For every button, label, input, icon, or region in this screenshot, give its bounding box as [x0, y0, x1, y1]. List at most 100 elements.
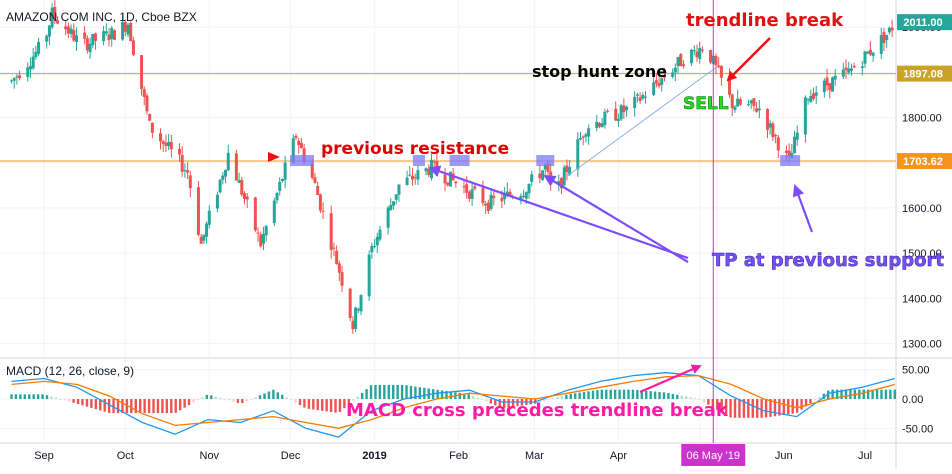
candle-body[interactable]: [546, 163, 550, 173]
candle-body[interactable]: [389, 204, 393, 211]
candle-body[interactable]: [386, 207, 390, 228]
candle-body[interactable]: [508, 191, 512, 196]
candle-body[interactable]: [394, 194, 398, 200]
candle-body[interactable]: [104, 31, 108, 34]
candle-body[interactable]: [207, 210, 211, 225]
candle-body[interactable]: [484, 203, 488, 206]
candle-body[interactable]: [543, 164, 547, 170]
candle-body[interactable]: [852, 65, 856, 68]
candle-body[interactable]: [746, 104, 750, 106]
candle-body[interactable]: [259, 234, 263, 247]
candle-body[interactable]: [297, 140, 301, 145]
candle-body[interactable]: [53, 7, 57, 18]
macd-line[interactable]: [11, 372, 895, 438]
price-tag[interactable]: [897, 153, 952, 170]
candle-body[interactable]: [671, 72, 675, 77]
candle-body[interactable]: [283, 162, 287, 180]
candle-body[interactable]: [221, 175, 225, 180]
crosshair-date-badge[interactable]: [681, 444, 746, 466]
candle-body[interactable]: [576, 139, 580, 170]
candle-body[interactable]: [733, 106, 737, 110]
candle-body[interactable]: [15, 76, 19, 78]
candle-body[interactable]: [159, 133, 163, 142]
signal-line[interactable]: [11, 374, 895, 429]
candle-body[interactable]: [378, 229, 382, 240]
candle-body[interactable]: [562, 167, 566, 186]
candle-body[interactable]: [202, 234, 206, 241]
candle-body[interactable]: [660, 78, 664, 85]
price-tag[interactable]: [897, 65, 952, 82]
candle-body[interactable]: [844, 67, 848, 71]
candle-body[interactable]: [681, 64, 685, 67]
candle-body[interactable]: [771, 123, 775, 138]
candle-body[interactable]: [730, 94, 734, 109]
candle-body[interactable]: [218, 179, 222, 193]
candle-body[interactable]: [416, 170, 420, 180]
candle-body[interactable]: [261, 233, 265, 244]
candle-body[interactable]: [177, 148, 181, 155]
candle-body[interactable]: [625, 106, 629, 111]
candle-body[interactable]: [123, 22, 127, 32]
candle-body[interactable]: [641, 94, 645, 99]
candle-body[interactable]: [405, 177, 409, 185]
candle-body[interactable]: [294, 135, 298, 138]
candle-body[interactable]: [714, 55, 718, 66]
candle-body[interactable]: [256, 232, 260, 234]
candle-body[interactable]: [830, 77, 834, 92]
candle-body[interactable]: [492, 195, 496, 199]
candle-body[interactable]: [676, 57, 680, 67]
candle-body[interactable]: [752, 98, 756, 107]
candle-body[interactable]: [66, 26, 70, 34]
candle-body[interactable]: [603, 111, 607, 125]
candle-body[interactable]: [145, 95, 149, 112]
candle-body[interactable]: [692, 50, 696, 52]
candle-body[interactable]: [12, 78, 16, 81]
candle-body[interactable]: [866, 51, 870, 54]
candle-body[interactable]: [291, 138, 295, 163]
candle-body[interactable]: [348, 288, 352, 318]
candle-body[interactable]: [408, 174, 412, 176]
candle-body[interactable]: [757, 108, 761, 111]
candle-body[interactable]: [183, 170, 187, 172]
candle-body[interactable]: [500, 197, 504, 202]
candle-body[interactable]: [321, 210, 325, 212]
candle-body[interactable]: [560, 178, 564, 189]
candle-body[interactable]: [654, 80, 658, 84]
candle-body[interactable]: [69, 28, 73, 34]
candle-body[interactable]: [316, 185, 320, 195]
candle-body[interactable]: [822, 80, 826, 93]
candle-body[interactable]: [56, 20, 60, 24]
candle-body[interactable]: [188, 175, 192, 189]
candle-body[interactable]: [793, 136, 797, 154]
candle-body[interactable]: [215, 194, 219, 209]
candle-body[interactable]: [700, 49, 704, 51]
candle-body[interactable]: [299, 142, 303, 149]
candle-body[interactable]: [121, 22, 125, 40]
candle-body[interactable]: [774, 134, 778, 137]
candle-body[interactable]: [264, 226, 268, 236]
candle-body[interactable]: [787, 150, 791, 157]
candle-body[interactable]: [31, 56, 35, 69]
macd-indicator[interactable]: [10, 372, 897, 438]
candle-body[interactable]: [622, 105, 626, 113]
candle-body[interactable]: [446, 182, 450, 186]
candle-body[interactable]: [828, 83, 832, 91]
candle-body[interactable]: [595, 121, 599, 128]
candle-body[interactable]: [45, 35, 49, 42]
candle-body[interactable]: [142, 89, 146, 97]
candle-body[interactable]: [619, 105, 623, 120]
candle-body[interactable]: [34, 51, 38, 58]
candle-body[interactable]: [606, 110, 610, 112]
candle-body[interactable]: [432, 161, 436, 163]
time-axis[interactable]: SepOctNovDec2019FebMarAprMayJunJul06 May…: [34, 444, 872, 466]
candle-body[interactable]: [652, 82, 656, 95]
candle-body[interactable]: [310, 163, 314, 178]
candle-body[interactable]: [871, 52, 875, 56]
candle-body[interactable]: [467, 191, 471, 199]
candle-body[interactable]: [335, 250, 339, 265]
candle-body[interactable]: [169, 141, 173, 150]
candle-body[interactable]: [47, 25, 51, 37]
candle-body[interactable]: [749, 100, 753, 104]
candle-body[interactable]: [522, 195, 526, 197]
candle-body[interactable]: [662, 75, 666, 78]
